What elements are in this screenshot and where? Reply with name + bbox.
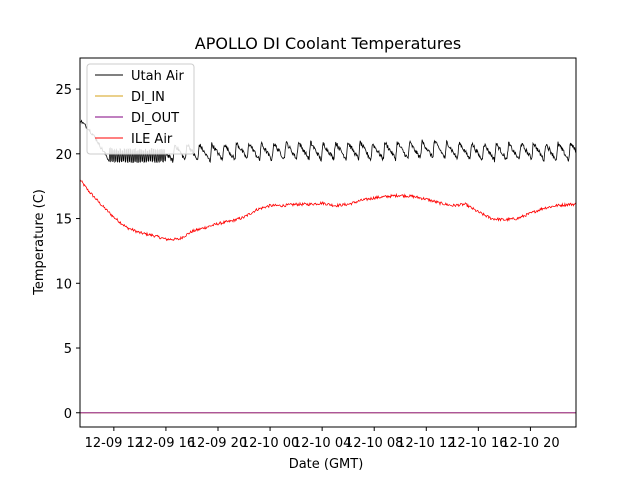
legend-label: ILE Air <box>131 132 173 147</box>
x-axis-label: Date (GMT) <box>289 457 364 472</box>
x-tick-label: 12-10 12 <box>397 436 455 451</box>
x-tick-label: 12-10 08 <box>345 436 403 451</box>
y-tick-label: 15 <box>55 213 72 228</box>
y-tick-label: 5 <box>64 342 72 357</box>
x-tick-label: 12-10 04 <box>293 436 351 451</box>
y-axis-ticks: 0 5 10 15 20 25 <box>55 83 80 422</box>
y-tick-label: 10 <box>55 277 72 292</box>
x-tick-label: 12-09 20 <box>189 436 247 451</box>
y-tick-label: 0 <box>64 407 72 422</box>
legend-label: DI_OUT <box>131 111 179 126</box>
x-tick-label: 12-10 20 <box>501 436 559 451</box>
y-tick-label: 20 <box>55 148 72 163</box>
y-axis-label: Temperature (C) <box>32 189 47 296</box>
series-layer <box>79 119 577 414</box>
legend: Utah Air DI_IN DI_OUT ILE Air <box>86 63 195 155</box>
x-tick-label: 12-10 00 <box>241 436 299 451</box>
x-tick-label: 12-10 16 <box>449 436 507 451</box>
chart-title: APOLLO DI Coolant Temperatures <box>195 34 461 53</box>
series-line-ile-air <box>79 179 577 242</box>
legend-box <box>86 63 195 155</box>
series-line-utah-air <box>79 119 577 164</box>
plot-frame <box>79 57 577 428</box>
legend-label: DI_IN <box>131 90 165 105</box>
y-tick-label: 25 <box>55 83 72 98</box>
legend-label: Utah Air <box>131 69 184 84</box>
x-tick-label: 12-09 12 <box>85 436 143 451</box>
x-tick-label: 12-09 16 <box>137 436 195 451</box>
